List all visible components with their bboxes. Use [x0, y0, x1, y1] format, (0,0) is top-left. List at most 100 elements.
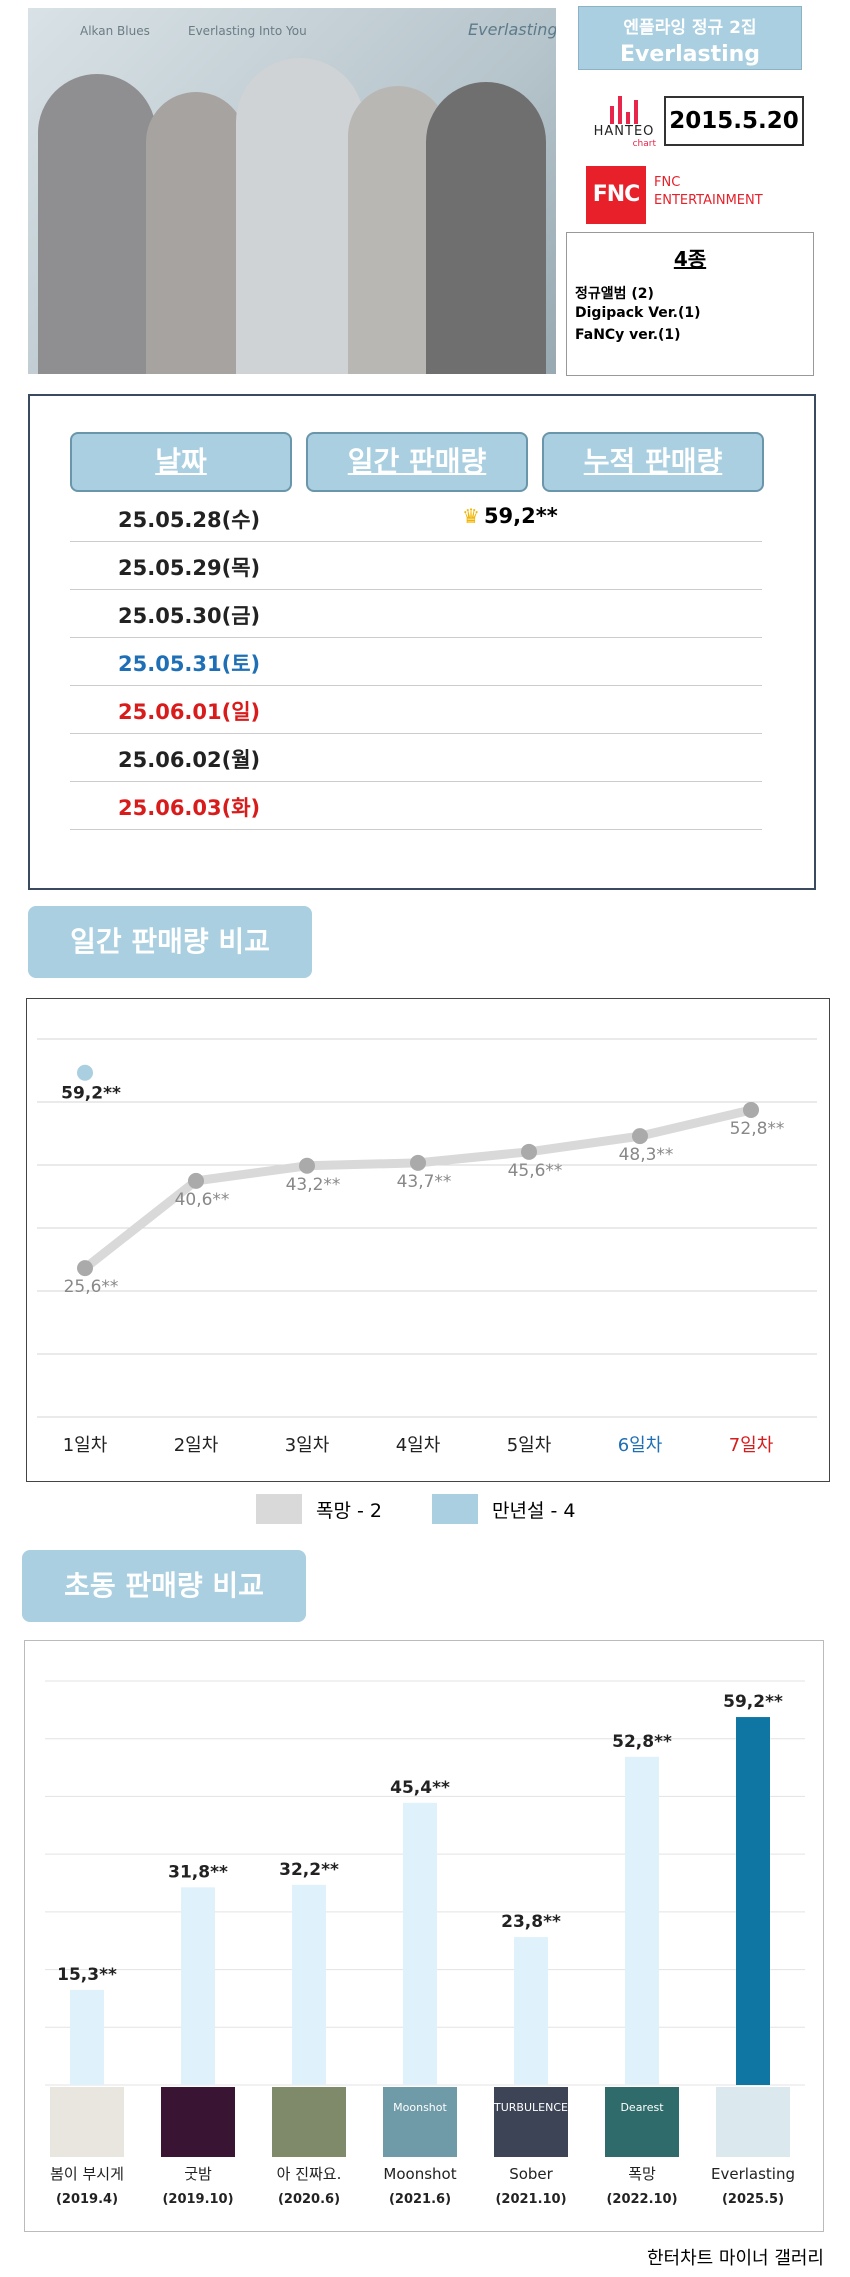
album-date: (2021.6) — [389, 2192, 451, 2207]
album-cover — [272, 2087, 346, 2157]
table-row: 25.06.02(월) — [70, 734, 762, 782]
weekly-bar-chart: 15,3** 봄이 부시게 (2019.4) 31,8** 굿밤 (2019.10) 32,… — [24, 1640, 824, 2232]
table-row: 25.05.29(목) — [70, 542, 762, 590]
data-point — [743, 1101, 759, 1118]
edition-item: 정규앨범 (2) — [575, 286, 654, 302]
table-row: 25.06.03(화) — [70, 782, 762, 830]
album-date: (2019.4) — [56, 2192, 118, 2207]
sales-table — [28, 394, 816, 890]
album-title: Everlasting — [619, 42, 761, 67]
album-cover — [50, 2087, 124, 2157]
line-legend: 폭망 - 2 만년설 - 4 — [256, 1494, 575, 1524]
bar-value-label: 32,2** — [279, 1860, 339, 1880]
album-date: (2022.10) — [606, 2192, 677, 2207]
fnc-label-line1: FNC — [654, 175, 681, 190]
data-label: 45,6** — [508, 1161, 563, 1181]
member-1 — [38, 74, 156, 374]
album-cover — [383, 2087, 457, 2157]
member-2 — [146, 92, 246, 374]
fnc-logo-icon: FNC — [586, 166, 646, 224]
album-name: Sober — [509, 2165, 553, 2183]
bar — [181, 1887, 215, 2085]
album-subtitle: 엔플라잉 정규 2집 — [623, 18, 757, 38]
album-cover — [716, 2087, 790, 2157]
album-title-box: 엔플라잉 정규 2집 Everlasting — [578, 6, 802, 70]
legend-swatch-blue — [431, 1494, 478, 1524]
hanteo-name: HANTEO — [593, 124, 655, 139]
data-point — [77, 1260, 93, 1277]
bar — [292, 1884, 326, 2085]
row-date: 25.06.01(일) — [118, 700, 261, 724]
data-label: 43,7** — [397, 1172, 452, 1192]
weekly-bar-chart-svg: 15,3** 봄이 부시게 (2019.4) 31,8** 굿밤 (2019.10) 32,… — [45, 1680, 805, 2207]
data-label: 59,2** — [61, 1084, 121, 1104]
x-tick-label: 7일차 — [729, 1435, 774, 1456]
data-point — [299, 1157, 315, 1174]
hanteo-logo: HANTEO chart — [592, 96, 656, 158]
bar-value-label: 52,8** — [612, 1732, 672, 1752]
album-cover-text: Moonshot — [393, 2101, 447, 2114]
bar — [70, 1989, 104, 2085]
album-name: 아 진짜요. — [277, 2165, 342, 2183]
x-tick-label: 6일차 — [618, 1435, 663, 1456]
data-point — [188, 1172, 204, 1189]
crown-icon: ♛ — [462, 504, 480, 528]
table-row: 25.06.01(일) — [70, 686, 762, 734]
fnc-label-line2: ENTERTAINMENT — [654, 193, 763, 208]
x-tick-label: 3일차 — [285, 1435, 330, 1456]
row-daily-sales: ♛ 59,2** — [462, 504, 558, 528]
data-label: 52,8** — [730, 1119, 785, 1139]
release-date: 2015.5.20 — [664, 96, 804, 146]
bar-value-label: 15,3** — [57, 1965, 117, 1985]
album-date: (2025.5) — [722, 2192, 784, 2207]
data-label: 25,6** — [64, 1277, 119, 1297]
legend-swatch-grey — [256, 1494, 302, 1524]
editions-box: 4종 정규앨범 (2) Digipack Ver.(1) FaNCy ver.(… — [566, 232, 814, 376]
row-date: 25.05.29(목) — [118, 556, 261, 580]
row-date: 25.06.03(화) — [118, 796, 261, 820]
bar-value-label: 23,8** — [501, 1912, 561, 1932]
bar — [625, 1756, 659, 2085]
header-date: 날짜 — [70, 432, 292, 492]
album-cover — [605, 2087, 679, 2157]
x-tick-label: 2일차 — [174, 1435, 219, 1456]
data-point — [632, 1128, 648, 1145]
header-daily-sales: 일간 판매량 — [306, 432, 528, 492]
album-cover — [161, 2087, 235, 2157]
album-name: 굿밤 — [184, 2165, 212, 2183]
edition-item: Digipack Ver.(1) — [575, 305, 701, 321]
bar-value-label: 59,2** — [723, 1692, 783, 1712]
row-date: 25.06.02(월) — [118, 748, 261, 772]
hanteo-chart-label: chart — [632, 139, 656, 149]
data-label: 43,2** — [286, 1175, 341, 1195]
credit-text: 한터차트 마이너 갤러리 — [646, 2248, 824, 2269]
album-date: (2020.6) — [278, 2192, 340, 2207]
fnc-label: FNC ENTERTAINMENT — [654, 174, 763, 210]
data-point — [410, 1154, 426, 1171]
group-photo: Alkan Blues Everlasting Into You Everlas… — [28, 8, 556, 374]
bar — [403, 1802, 437, 2085]
x-tick-label: 5일차 — [507, 1435, 552, 1456]
photo-caption-1: Alkan Blues — [80, 24, 150, 38]
data-label: 48,3** — [619, 1145, 674, 1165]
member-5 — [426, 82, 546, 374]
album-cover-text: Dearest — [620, 2101, 664, 2114]
daily-comparison-title: 일간 판매량 비교 — [28, 906, 312, 978]
album-name: Moonshot — [383, 2165, 456, 2183]
bar — [514, 1937, 548, 2085]
table-row: 25.05.30(금) — [70, 590, 762, 638]
weekly-comparison-title: 초동 판매량 비교 — [22, 1550, 306, 1622]
bar-value-label: 45,4** — [390, 1778, 450, 1798]
data-label: 40,6** — [175, 1190, 230, 1210]
daily-line-chart-svg: 25,6** 40,6** 43,2** 43,7** 45,6** 48,3** 52,8… — [37, 1038, 817, 1456]
row-date: 25.05.30(금) — [118, 604, 261, 628]
table-row: 25.05.31(토) — [70, 638, 762, 686]
edition-item: FaNCy ver.(1) — [575, 327, 681, 343]
edition-count: 4종 — [673, 247, 707, 271]
daily-line-chart: 25,6** 40,6** 43,2** 43,7** 45,6** 48,3** 52,8… — [26, 998, 830, 1482]
data-point — [521, 1143, 537, 1160]
hanteo-bars-icon — [592, 96, 656, 124]
member-3 — [236, 58, 364, 374]
album-cover-text: TURBULENCE — [493, 2101, 568, 2114]
bar-value-label: 31,8** — [168, 1862, 228, 1882]
